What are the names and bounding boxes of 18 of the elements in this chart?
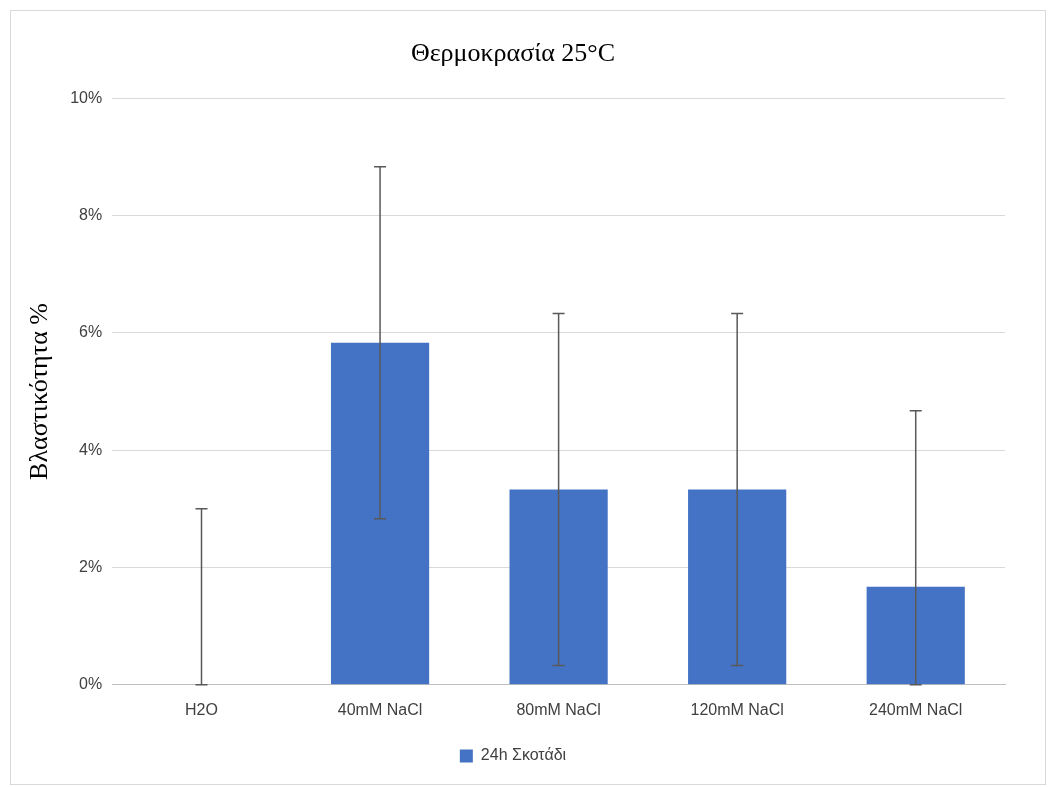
x-tick-label: 40mM NaCl <box>337 700 423 718</box>
y-tick-label: 8% <box>79 205 103 223</box>
legend-label: 24h Σκοτάδι <box>480 746 567 764</box>
chart-title: Θερμοκρασία 25°C <box>410 38 616 68</box>
bar <box>866 586 965 685</box>
y-tick-label: 6% <box>79 323 103 341</box>
x-tick-label: 240mM NaCl <box>869 700 963 718</box>
x-tick-label: 80mM NaCl <box>516 700 601 718</box>
y-tick-label: 2% <box>79 557 103 575</box>
bar <box>688 489 787 685</box>
y-tick-label: 4% <box>79 440 103 458</box>
x-tick-label: H2O <box>185 700 218 718</box>
bar <box>330 342 430 685</box>
x-tick-label: 120mM NaCl <box>690 700 784 718</box>
y-tick-label: 0% <box>79 675 103 693</box>
bar <box>509 489 608 685</box>
y-axis-title: Βλαστικότητα % <box>24 303 54 480</box>
y-tick-label: 10% <box>70 88 103 106</box>
